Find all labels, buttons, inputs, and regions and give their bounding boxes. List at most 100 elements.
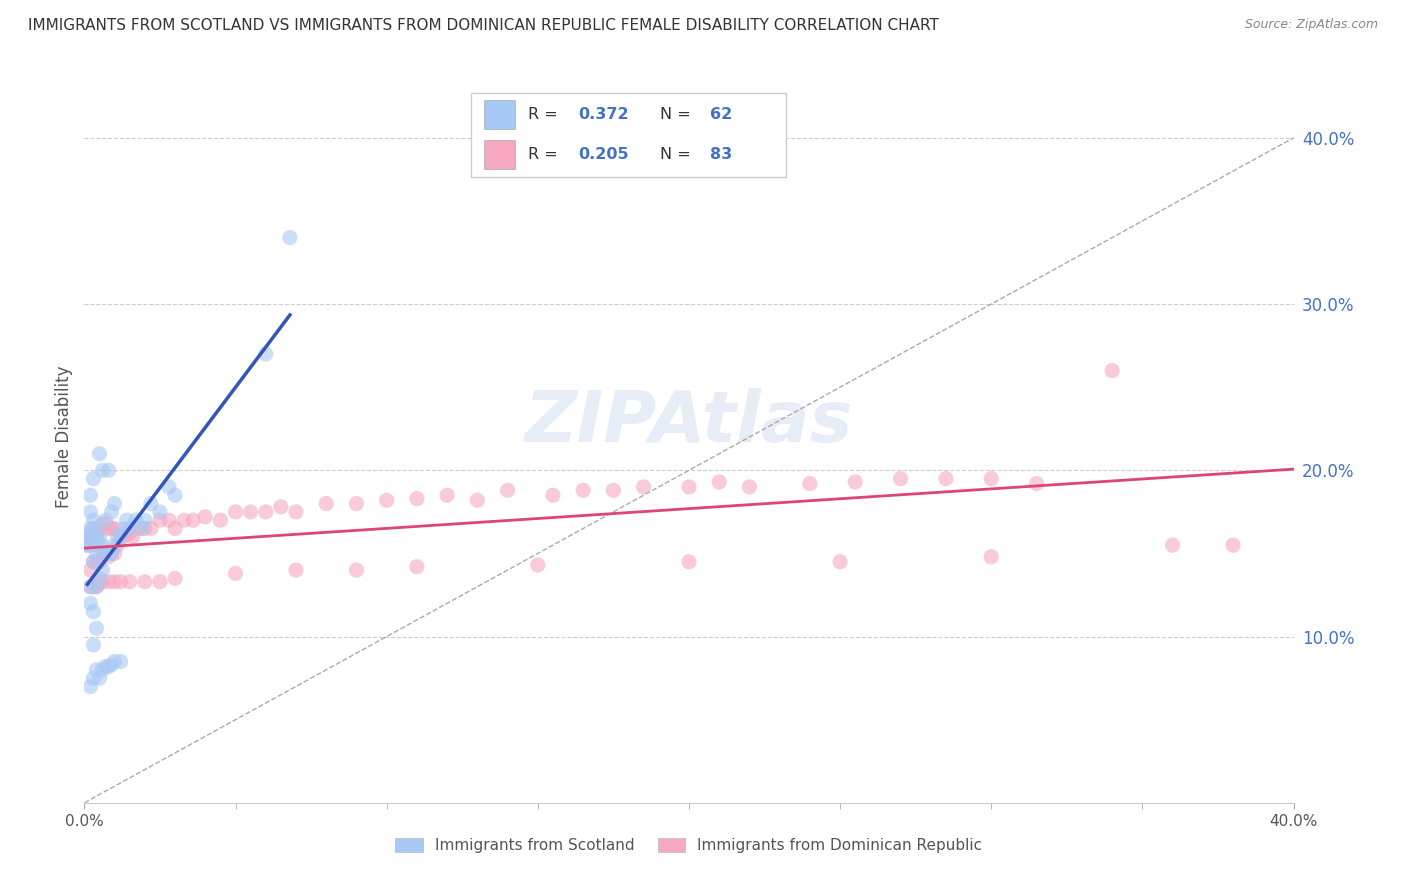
Point [107,538,129,552]
Point [541,488,564,502]
Point [315,497,337,511]
Point [194,509,217,524]
Point [134,521,156,535]
Point [97,546,120,560]
Point [91,563,114,577]
Point [709,475,731,489]
Point [118,574,141,589]
Point [86,530,108,544]
Point [678,480,700,494]
Point [110,574,132,589]
Point [375,493,398,508]
Point [149,505,172,519]
Point [76,530,98,544]
Point [173,513,195,527]
Point [157,513,180,527]
Point [467,493,489,508]
Point [1101,363,1123,377]
Point [82,513,104,527]
Point [91,516,114,531]
Point [76,526,98,541]
Point [79,488,101,502]
Point [86,663,108,677]
Point [97,521,120,535]
Point [110,530,132,544]
Point [436,488,458,502]
Point [79,680,101,694]
Point [346,563,368,577]
Point [89,571,111,585]
Point [527,558,550,573]
Point [86,555,108,569]
Point [139,497,162,511]
Point [100,521,122,535]
Point [86,530,108,544]
Point [254,505,277,519]
Point [104,497,127,511]
Point [115,526,138,541]
Point [738,480,761,494]
Point [406,559,429,574]
Point [86,521,108,535]
Point [89,671,111,685]
Point [125,513,148,527]
Point [107,530,129,544]
Point [79,505,101,519]
Point [89,447,111,461]
Point [496,483,519,498]
Legend: Immigrants from Scotland, Immigrants from Dominican Republic: Immigrants from Scotland, Immigrants fro… [388,830,990,861]
Point [678,555,700,569]
Point [121,530,143,544]
Point [89,538,111,552]
Point [86,621,108,635]
Point [82,580,104,594]
Point [104,655,127,669]
Point [165,571,187,585]
Point [89,521,111,535]
Point [104,538,127,552]
Point [79,580,101,594]
Point [79,538,101,552]
Point [980,549,1002,564]
Point [225,505,247,519]
Point [91,546,114,560]
Point [82,605,104,619]
Point [165,521,187,535]
Point [97,574,120,589]
Point [1161,538,1184,552]
Point [91,574,114,589]
Point [285,563,308,577]
Point [935,472,957,486]
Point [82,671,104,685]
Point [79,530,101,544]
Point [633,480,655,494]
Point [149,513,172,527]
Point [91,663,114,677]
Point [128,521,150,535]
Point [82,638,104,652]
Point [104,521,127,535]
Point [94,546,117,560]
Point [100,505,122,519]
Point [91,463,114,477]
Point [134,513,156,527]
Point [86,580,108,594]
Point [82,555,104,569]
Point [82,538,104,552]
Point [79,521,101,535]
Point [76,538,98,552]
Point [94,546,117,560]
Point [225,566,247,581]
Point [278,230,301,244]
Point [89,555,111,569]
Point [100,546,122,560]
Point [82,521,104,535]
Point [270,500,292,514]
Point [572,483,595,498]
Point [82,555,104,569]
Point [1025,476,1047,491]
Point [91,538,114,552]
Y-axis label: Female Disability: Female Disability [55,366,73,508]
Point [134,574,156,589]
Point [110,655,132,669]
